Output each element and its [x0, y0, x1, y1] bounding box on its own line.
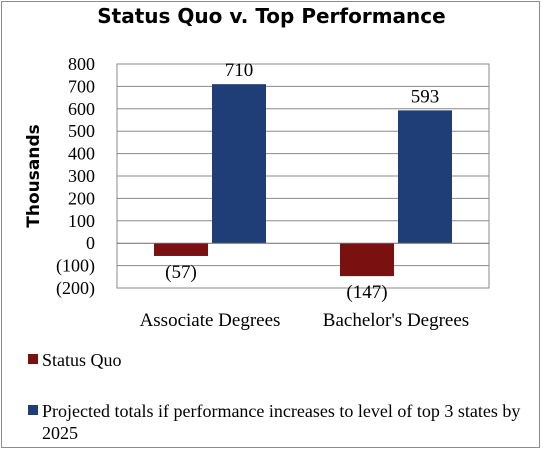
y-tick-label: 0: [86, 233, 95, 253]
y-tick-label: 200: [68, 188, 95, 208]
legend-label-projected: Projected totals if performance increase…: [42, 401, 521, 443]
legend-item-status-quo: Status Quo: [28, 349, 542, 371]
legend-item-projected: Projected totals if performance increase…: [28, 400, 542, 444]
data-label: (57): [165, 262, 197, 283]
y-tick-label: 500: [68, 121, 95, 141]
y-tick-label: 600: [68, 99, 95, 119]
bar: [154, 243, 208, 256]
y-tick-label: 700: [68, 76, 95, 96]
y-tick-label: 400: [68, 144, 95, 164]
y-tick-label: (200): [56, 278, 95, 299]
bar: [398, 110, 452, 244]
y-tick-label: 300: [68, 166, 95, 186]
x-tick-label: Bachelor's Degrees: [323, 310, 469, 331]
bar: [212, 84, 266, 244]
legend-swatch-status-quo: [28, 354, 38, 364]
y-tick-label: 100: [68, 211, 95, 231]
y-axis-title: Thousands: [24, 124, 44, 227]
chart-title: Status Quo v. Top Performance: [97, 4, 446, 28]
plot-area: [116, 63, 490, 289]
x-tick-label: Associate Degrees: [140, 310, 281, 331]
legend-label-status-quo: Status Quo: [42, 350, 122, 370]
data-label: (147): [346, 282, 387, 303]
data-label: 710: [225, 60, 254, 81]
bar: [340, 243, 394, 277]
y-tick-label: (100): [56, 256, 95, 277]
data-label: 593: [411, 86, 440, 107]
legend-swatch-projected: [28, 405, 38, 415]
y-tick-label: 800: [68, 54, 95, 74]
